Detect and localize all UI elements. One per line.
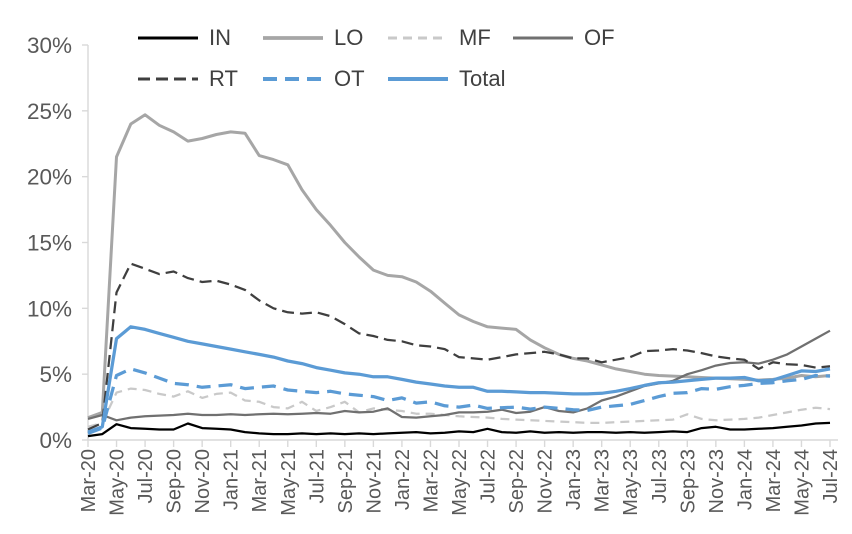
legend-line-swatch-lo: [263, 36, 323, 40]
x-tick-label: Nov-22: [535, 449, 557, 513]
legend-item-total: Total: [387, 67, 505, 91]
y-tick-label: 20%: [27, 165, 72, 190]
x-tick-label: Jul-23: [649, 449, 671, 503]
legend-label-mf: MF: [459, 25, 491, 50]
legend-label-total: Total: [459, 66, 506, 91]
x-tick-label: May-24: [791, 449, 813, 516]
x-tick-label: Jan-24: [734, 449, 756, 510]
legend-item-of: OF: [512, 26, 615, 50]
legend-label-lo: LO: [334, 25, 364, 50]
y-tick-label: 15%: [27, 231, 72, 256]
x-tick-label: Sep-20: [164, 449, 186, 514]
x-tick-label: Nov-20: [192, 449, 214, 513]
legend-line-swatch-rt: [138, 77, 198, 81]
legend-line-swatch-ot: [263, 77, 323, 81]
x-tick-label: May-21: [278, 449, 300, 516]
legend-item-in: IN: [137, 26, 231, 50]
x-tick-label: Jan-23: [563, 449, 585, 510]
x-tick-label: Mar-22: [420, 449, 442, 512]
x-tick-label: Jul-21: [306, 449, 328, 503]
x-tick-label: Mar-20: [78, 449, 100, 512]
x-tick-label: May-23: [620, 449, 642, 516]
y-tick-label: 5%: [39, 362, 72, 387]
series-line-rt: [87, 262, 831, 431]
x-tick-label: Jul-20: [135, 449, 157, 503]
legend-line-swatch-mf: [388, 36, 448, 40]
x-tick-label: May-20: [107, 449, 129, 516]
legend-item-ot: OT: [262, 67, 365, 91]
legend-item-lo: LO: [262, 26, 363, 50]
legend-line-swatch-in: [138, 36, 198, 40]
series-line-ot: [87, 367, 831, 435]
legend-line-swatch-total: [388, 77, 448, 81]
legend-label-of: OF: [584, 25, 615, 50]
legend-line-swatch-of: [513, 36, 573, 40]
y-tick-label: 30%: [27, 33, 72, 58]
x-tick-label: Nov-21: [363, 449, 385, 513]
y-tick-label: 10%: [27, 296, 72, 321]
x-tick-label: Sep-22: [506, 449, 528, 514]
x-tick-label: Jan-22: [392, 449, 414, 510]
x-tick-label: Jul-24: [820, 449, 842, 503]
legend-label-in: IN: [209, 25, 231, 50]
legend-item-rt: RT: [137, 67, 238, 91]
legend-label-rt: RT: [209, 66, 238, 91]
x-tick-label: Sep-21: [335, 449, 357, 514]
x-tick-label: May-22: [449, 449, 471, 516]
series-line-lo: [87, 113, 831, 420]
series-line-in: [87, 421, 831, 438]
legend-item-mf: MF: [387, 26, 491, 50]
series-line-mf: [87, 387, 831, 428]
y-tick-label: 25%: [27, 99, 72, 124]
x-tick-label: Nov-23: [706, 449, 728, 513]
x-tick-label: Jul-22: [478, 449, 500, 503]
y-tick-label: 0%: [39, 428, 72, 453]
series-line-total: [87, 325, 831, 434]
x-tick-label: Sep-23: [677, 449, 699, 514]
series-line-of: [87, 329, 831, 422]
x-tick-label: Mar-24: [763, 449, 785, 512]
x-tick-label: Mar-23: [592, 449, 614, 512]
legend-label-ot: OT: [334, 66, 365, 91]
x-tick-label: Mar-21: [249, 449, 271, 512]
x-tick-label: Jan-21: [221, 449, 243, 510]
